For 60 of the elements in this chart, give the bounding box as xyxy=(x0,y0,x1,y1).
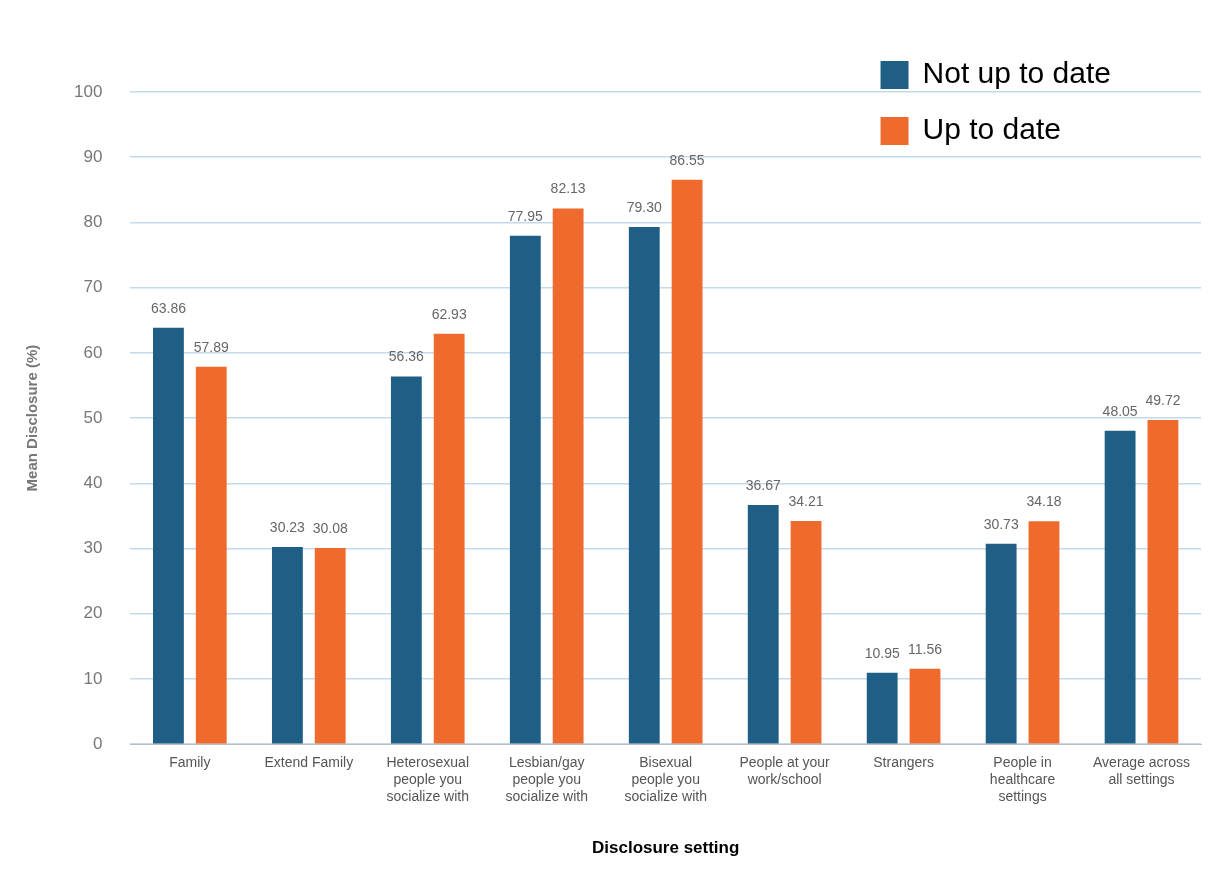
y-tick-label: 90 xyxy=(83,146,103,166)
bar xyxy=(671,179,703,744)
y-tick-label: 60 xyxy=(83,342,103,362)
y-tick-label: 70 xyxy=(83,277,103,297)
bar xyxy=(628,227,660,744)
y-tick-label: 10 xyxy=(83,668,103,688)
data-label: 30.73 xyxy=(983,515,1019,532)
data-label: 10.95 xyxy=(864,644,900,661)
x-tick-label: Bisexual people you socialize with xyxy=(624,754,707,805)
y-axis-title: Mean Disclosure (%) xyxy=(23,344,41,492)
bar xyxy=(747,505,779,744)
legend-label: Up to date xyxy=(922,112,1061,146)
y-tick-label: 80 xyxy=(83,212,103,232)
data-label: 86.55 xyxy=(669,151,705,168)
y-tick-label: 50 xyxy=(83,407,103,427)
x-axis-title: Disclosure setting xyxy=(591,838,740,858)
data-label: 34.18 xyxy=(1026,493,1062,510)
bar xyxy=(271,547,303,744)
bar xyxy=(909,668,941,744)
bar xyxy=(552,208,584,744)
y-tick-label: 40 xyxy=(83,473,103,493)
data-label: 36.67 xyxy=(745,476,781,493)
x-tick-label: Family xyxy=(169,754,211,771)
bar xyxy=(1104,430,1136,744)
data-label: 49.72 xyxy=(1145,391,1181,408)
data-label: 57.89 xyxy=(193,338,229,355)
y-tick-label: 100 xyxy=(73,81,103,101)
data-label: 48.05 xyxy=(1102,402,1138,419)
bar xyxy=(790,521,822,744)
x-tick-label: Heterosexual people you socialize with xyxy=(386,754,470,805)
data-label: 30.23 xyxy=(269,518,306,535)
y-tick-label: 20 xyxy=(83,603,103,623)
data-label: 77.95 xyxy=(507,207,544,224)
bar xyxy=(509,235,541,744)
bar xyxy=(153,327,184,744)
y-tick-label: 0 xyxy=(92,733,103,753)
bar xyxy=(433,333,465,744)
bar xyxy=(195,366,227,744)
bar xyxy=(1028,521,1060,744)
x-tick-label: Strangers xyxy=(873,754,934,771)
data-label: 34.21 xyxy=(788,492,824,509)
data-label: 30.08 xyxy=(312,519,348,536)
data-label: 63.86 xyxy=(150,299,187,316)
bar xyxy=(866,672,898,744)
data-label: 62.93 xyxy=(431,305,467,322)
data-label: 11.56 xyxy=(908,640,943,657)
x-tick-label: Extend Family xyxy=(264,754,354,771)
bar xyxy=(985,543,1017,744)
bar xyxy=(314,548,346,744)
bar xyxy=(390,376,422,744)
data-label: 56.36 xyxy=(388,348,425,365)
x-tick-label: Lesbian/gay people you socialize with xyxy=(505,754,588,805)
legend-label: Not up to date xyxy=(922,56,1111,90)
x-tick-label: People at your work/school xyxy=(739,754,831,788)
bar xyxy=(1147,419,1179,744)
data-label: 82.13 xyxy=(550,180,586,197)
data-label: 79.30 xyxy=(626,198,662,215)
x-tick-label: People in healthcare settings xyxy=(989,754,1056,805)
x-tick-label: Average across all settings xyxy=(1093,754,1191,788)
y-tick-label: 30 xyxy=(83,538,103,558)
